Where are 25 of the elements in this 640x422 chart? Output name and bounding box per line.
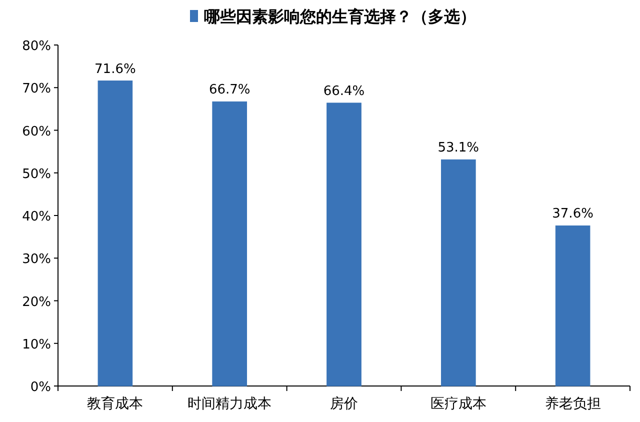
bar [326, 102, 362, 386]
bar [212, 101, 248, 386]
y-tick-label: 30% [22, 252, 51, 268]
data-label: 66.7% [208, 82, 250, 98]
y-tick-label: 20% [22, 294, 51, 310]
legend-label: 哪些因素影响您的生育选择？（多选） [204, 7, 476, 26]
bar [98, 80, 133, 386]
x-tick-label: 养老负担 [544, 396, 601, 412]
data-label: 53.1% [438, 140, 480, 156]
data-label: 66.4% [323, 84, 365, 99]
bar [440, 159, 476, 386]
y-tick-label: 70% [22, 82, 51, 97]
y-tick-label: 80% [22, 39, 51, 54]
y-tick-label: 60% [22, 124, 51, 140]
y-tick-label: 50% [22, 166, 51, 182]
y-tick-label: 40% [22, 210, 51, 224]
x-tick-label: 房价 [330, 396, 358, 412]
x-tick-label: 教育成本 [87, 395, 144, 412]
x-tick-label: 医疗成本 [430, 396, 486, 412]
bar [555, 225, 590, 386]
data-label: 37.6% [552, 206, 594, 222]
data-label: 71.6% [94, 62, 136, 77]
x-tick-label: 时间精力成本 [188, 396, 272, 412]
y-tick-label: 0% [30, 380, 51, 395]
y-tick-label: 10% [22, 337, 51, 352]
